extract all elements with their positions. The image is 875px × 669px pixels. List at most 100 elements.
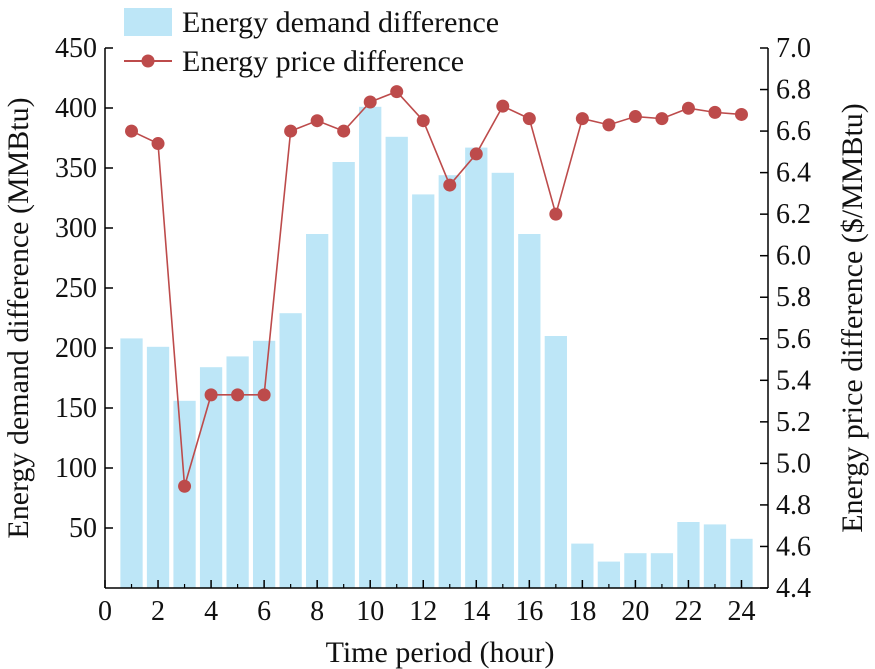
price-line-series [125, 85, 748, 493]
x-tick-label: 16 [515, 596, 543, 627]
right-tick-label: 5.4 [776, 365, 811, 396]
x-tick-label: 10 [356, 596, 384, 627]
demand-bar [252, 340, 276, 588]
x-tick-label: 20 [621, 596, 649, 627]
legend-label-price: Energy price difference [182, 45, 464, 78]
demand-bar [730, 538, 753, 588]
price-point [469, 147, 483, 161]
price-point [655, 112, 669, 126]
demand-bar [279, 313, 302, 588]
price-point [681, 101, 695, 115]
demand-bar [677, 522, 700, 588]
price-point [522, 112, 536, 126]
demand-bar [359, 106, 382, 589]
price-point [151, 137, 165, 151]
price-point [231, 388, 245, 402]
left-tick-label: 50 [69, 513, 97, 544]
x-tick-label: 4 [204, 596, 218, 627]
legend-marker-price [141, 54, 155, 68]
demand-bar [544, 336, 567, 588]
right-tick-label: 5.6 [776, 324, 811, 355]
right-tick-label: 4.8 [776, 490, 811, 521]
x-axis-ticks: 0 2 4 6 8 10 12 14 16 18 20 22 24 [98, 580, 755, 627]
left-tick-label: 250 [55, 273, 97, 304]
axes [104, 48, 769, 589]
legend-label-demand: Energy demand difference [182, 6, 499, 39]
demand-bar [650, 553, 674, 588]
demand-bar [412, 194, 435, 588]
right-axis-title: Energy price difference ($/MMBtu) [836, 103, 869, 533]
demand-bar [385, 136, 408, 589]
left-axis-ticks: 50 100 150 200 250 300 350 400 450 [55, 33, 113, 544]
left-tick-label: 100 [55, 453, 97, 484]
price-point [178, 479, 192, 493]
left-tick-label: 400 [55, 93, 97, 124]
demand-bar [306, 234, 329, 588]
price-point [363, 95, 377, 109]
left-tick-label: 150 [55, 393, 97, 424]
right-tick-label: 7.0 [776, 33, 811, 64]
price-point [708, 105, 722, 119]
price-point [443, 178, 457, 192]
right-tick-label: 4.6 [776, 531, 811, 562]
demand-bar [332, 162, 355, 588]
right-tick-label: 6.2 [776, 199, 811, 230]
demand-bar [226, 356, 249, 588]
left-tick-label: 350 [55, 153, 97, 184]
demand-bar [199, 367, 223, 588]
right-tick-label: 4.4 [776, 573, 811, 604]
right-tick-label: 5.0 [776, 448, 811, 479]
price-point [496, 99, 510, 113]
price-point [204, 388, 218, 402]
left-axis-title: Energy demand difference (MMBtu) [2, 97, 35, 538]
demand-bar [438, 175, 461, 588]
x-tick-label: 24 [727, 596, 755, 627]
demand-bar [465, 147, 488, 588]
price-point [284, 124, 298, 138]
left-tick-label: 200 [55, 333, 97, 364]
demand-bar [597, 561, 621, 588]
price-point [337, 124, 351, 138]
x-tick-label: 12 [409, 596, 437, 627]
left-tick-label: 300 [55, 213, 97, 244]
price-point [575, 112, 589, 126]
demand-bar [146, 346, 170, 588]
x-tick-label: 2 [151, 596, 165, 627]
price-point [602, 118, 616, 132]
x-tick-label: 22 [674, 596, 702, 627]
price-point [734, 107, 748, 121]
x-axis-title: Time period (hour) [326, 636, 555, 669]
right-tick-label: 5.8 [776, 282, 811, 313]
x-tick-label: 6 [257, 596, 271, 627]
demand-bar [571, 543, 594, 588]
legend: Energy demand difference Energy price di… [124, 6, 499, 78]
right-axis-ticks: 4.4 4.6 4.8 5.0 5.2 5.4 5.6 5.8 6.0 6.2 6.4 6.6 6.8 7… [760, 33, 811, 604]
x-tick-label: 0 [98, 596, 112, 627]
price-point [310, 114, 324, 128]
demand-bars [120, 106, 753, 589]
price-point [549, 207, 563, 221]
x-tick-label: 8 [310, 596, 324, 627]
demand-bar [491, 172, 514, 589]
demand-bar [173, 400, 196, 588]
legend-swatch-demand [124, 8, 172, 36]
right-tick-label: 6.4 [776, 158, 811, 189]
price-point [125, 124, 139, 138]
left-tick-label: 450 [55, 33, 97, 64]
price-line [131, 90, 742, 487]
price-point [628, 110, 642, 124]
demand-bar [624, 553, 647, 588]
demand-bar [120, 338, 143, 588]
right-tick-label: 6.0 [776, 241, 811, 272]
right-tick-label: 6.8 [776, 75, 811, 106]
x-tick-label: 14 [462, 596, 490, 627]
demand-bar [703, 524, 727, 588]
price-point [257, 388, 271, 402]
right-tick-label: 6.6 [776, 116, 811, 147]
price-point [416, 114, 430, 128]
price-point [390, 85, 404, 99]
x-tick-label: 18 [568, 596, 596, 627]
right-tick-label: 5.2 [776, 407, 811, 438]
demand-bar [518, 234, 541, 588]
